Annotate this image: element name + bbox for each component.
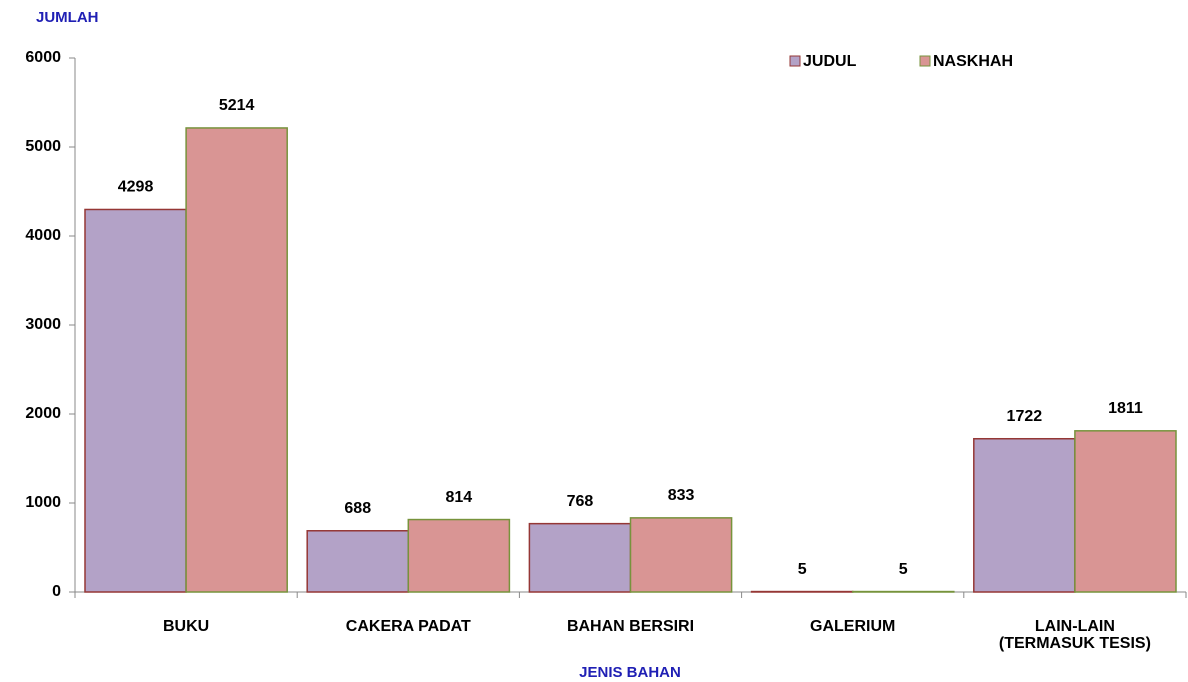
x-tick-label: BUKU (163, 618, 209, 635)
y-tick-label: 0 (52, 583, 61, 600)
x-tick-label: LAIN-LAIN (TERMASUK TESIS) (999, 618, 1151, 652)
data-label: 688 (344, 500, 371, 517)
data-label: 814 (445, 489, 472, 506)
data-label: 5 (798, 561, 807, 578)
y-tick-label: 5000 (25, 138, 61, 155)
y-tick-label: 6000 (25, 49, 61, 66)
data-label: 5214 (219, 97, 255, 114)
bar (306, 530, 410, 593)
y-tick-label: 3000 (25, 316, 61, 333)
bar (973, 437, 1076, 593)
bar (629, 517, 733, 593)
data-label: 833 (668, 487, 695, 504)
legend-label: NASKHAH (933, 53, 1013, 70)
x-tick-label: BAHAN BERSIRI (567, 618, 694, 635)
data-label: 5 (899, 561, 908, 578)
bar (1074, 430, 1177, 593)
y-tick-label: 1000 (25, 494, 61, 511)
data-label: 4298 (118, 179, 154, 196)
bar (185, 127, 288, 593)
bar (528, 522, 632, 593)
data-label: 768 (567, 493, 594, 510)
legend-label: JUDUL (803, 53, 857, 70)
x-tick-label: CAKERA PADAT (346, 618, 471, 635)
y-tick-label: 2000 (25, 405, 61, 422)
y-axis-label: JUMLAH (36, 9, 99, 26)
bar (407, 518, 511, 593)
data-label: 1811 (1108, 400, 1143, 417)
legend-swatch (789, 55, 801, 67)
x-tick-label: GALERIUM (810, 618, 895, 635)
legend-swatch (919, 55, 931, 67)
y-tick-label: 4000 (25, 227, 61, 244)
x-axis-label: JENIS BAHAN (579, 664, 681, 681)
bar (84, 208, 187, 593)
data-label: 1722 (1007, 408, 1043, 425)
